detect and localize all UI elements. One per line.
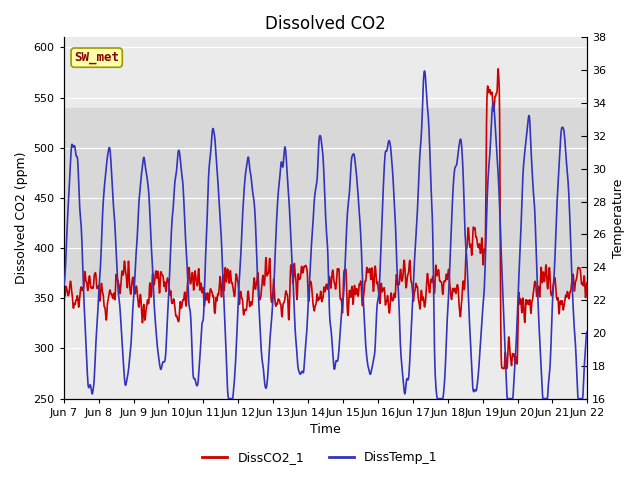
Y-axis label: Temperature: Temperature — [612, 178, 625, 258]
Legend: DissCO2_1, DissTemp_1: DissCO2_1, DissTemp_1 — [197, 446, 443, 469]
Text: SW_met: SW_met — [74, 51, 119, 64]
X-axis label: Time: Time — [310, 423, 341, 436]
Y-axis label: Dissolved CO2 (ppm): Dissolved CO2 (ppm) — [15, 152, 28, 284]
Title: Dissolved CO2: Dissolved CO2 — [265, 15, 386, 33]
Bar — [64, 108, 588, 298]
